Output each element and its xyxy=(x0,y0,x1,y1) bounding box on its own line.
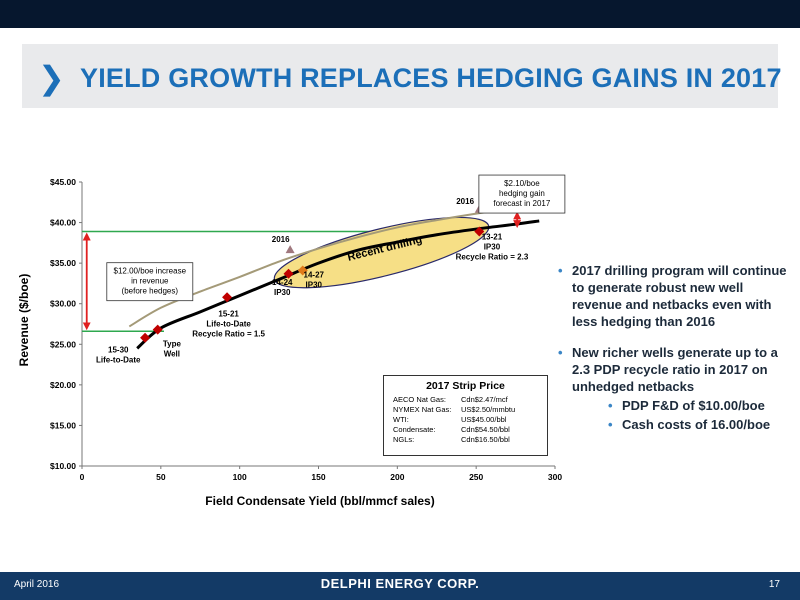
chart-annotations: $12.00/boe increase in revenue (before hed… xyxy=(106,174,566,302)
annotation-text: $12.00/boe increase in revenue (before hed… xyxy=(114,267,187,296)
annotation-box xyxy=(106,262,194,302)
annotation-box xyxy=(478,174,566,214)
top-bar xyxy=(0,0,800,28)
strip-price-label: NGLs: xyxy=(393,435,415,444)
point-labels: 15-30 Life-to-Date Type Well 15-21 Life-to-Da… xyxy=(96,197,529,364)
bullet-item: • 2017 drilling program will continue to… xyxy=(558,262,794,330)
annotation-text: $2.10/boe hedging gain forecast in 2017 xyxy=(493,179,550,208)
y-tick-label: $45.00 xyxy=(50,177,76,187)
chart-arrows xyxy=(82,211,522,331)
strip-price-value: US$45.00/bbl xyxy=(461,415,507,424)
x-axis-label: Field Condensate Yield (bbl/mmcf sales) xyxy=(205,494,435,508)
chevron-right-icon: ❯ xyxy=(38,59,65,97)
strip-price-label: AECO Nat Gas: xyxy=(393,395,446,404)
y-tick-label: $10.00 xyxy=(50,461,76,471)
triangle-marker xyxy=(285,245,295,254)
chart-points xyxy=(140,204,485,343)
strip-price-value: Cdn$2.47/mcf xyxy=(461,395,508,404)
sub-bullet-item: • PDP F&D of $10.00/boe xyxy=(572,397,794,414)
x-tick-label: 150 xyxy=(311,472,325,482)
sub-bullet-text: PDP F&D of $10.00/boe xyxy=(622,398,765,413)
y-tick-label: $35.00 xyxy=(50,258,76,268)
point-label: 14-24 IP30 xyxy=(272,278,293,297)
x-tick-label: 250 xyxy=(469,472,483,482)
y-tick-label: $25.00 xyxy=(50,339,76,349)
bullet-text: 2017 drilling program will continue to g… xyxy=(572,263,787,329)
strip-price-row: NYMEX Nat Gas: US$2.50/mmbtu xyxy=(384,405,547,415)
strip-price-row: Condensate: Cdn$54.50/bbl xyxy=(384,425,547,435)
bullet-marker: • xyxy=(558,263,563,278)
footer-bar xyxy=(0,572,800,600)
y-tick-label: $30.00 xyxy=(50,299,76,309)
strip-price-label: WTI: xyxy=(393,415,409,424)
point-label: 2016 xyxy=(272,235,290,244)
diamond-marker xyxy=(222,292,233,303)
diamond-marker xyxy=(474,226,485,237)
x-tick-label: 300 xyxy=(548,472,562,482)
y-tick-label: $15.00 xyxy=(50,420,76,430)
point-label: 14-27 IP30 xyxy=(304,271,325,290)
x-tick-label: 0 xyxy=(80,472,85,482)
strip-price-row: NGLs: Cdn$16.50/bbl xyxy=(384,435,547,445)
point-label: 13-21 IP30 Recycle Ratio = 2.3 xyxy=(456,233,529,262)
strip-price-title: 2017 Strip Price xyxy=(426,380,505,392)
chart-ticks: $10.00 $15.00 $20.00 $25.00 $30.00 $35.00 $40.… xyxy=(50,177,562,482)
bullet-marker: • xyxy=(558,345,563,360)
page-number: 17 xyxy=(768,579,780,590)
strip-price-label: Condensate: xyxy=(393,425,436,434)
strip-price-value: Cdn$16.50/bbl xyxy=(461,435,510,444)
strip-price-row: WTI: US$45.00/bbl xyxy=(384,415,547,425)
x-tick-label: 200 xyxy=(390,472,404,482)
diamond-marker xyxy=(283,268,294,279)
y-tick-label: $20.00 xyxy=(50,380,76,390)
bullet-item: • New richer wells generate up to a 2.3 … xyxy=(558,344,794,433)
slide-title: YIELD GROWTH REPLACES HEDGING GAINS IN 2… xyxy=(80,63,782,93)
x-tick-label: 100 xyxy=(233,472,247,482)
strip-price-value: Cdn$54.50/bbl xyxy=(461,425,510,434)
sub-bullet-marker: • xyxy=(608,398,613,413)
title-bar: ❯ YIELD GROWTH REPLACES HEDGING GAINS IN… xyxy=(22,44,782,108)
bullet-text: New richer wells generate up to a 2.3 PD… xyxy=(572,345,778,394)
footer-date: April 2016 xyxy=(14,579,60,590)
strip-price-row: AECO Nat Gas: Cdn$2.47/mcf xyxy=(384,395,547,405)
y-tick-label: $40.00 xyxy=(50,218,76,228)
point-label: 15-21 Life-to-Date Recycle Ratio = 1.5 xyxy=(192,310,265,339)
point-label: 2016 xyxy=(456,197,474,206)
sub-bullet-item: • Cash costs of 16.00/boe xyxy=(572,416,794,433)
bullet-list: • 2017 drilling program will continue to… xyxy=(558,262,794,447)
strip-price-value: US$2.50/mmbtu xyxy=(461,405,516,414)
strip-price-box: 2017 Strip Price AECO Nat Gas: Cdn$2.47/… xyxy=(383,375,548,456)
diamond-marker xyxy=(152,324,163,335)
x-tick-label: 50 xyxy=(156,472,166,482)
point-label: Type Well xyxy=(163,340,182,359)
strip-price-label: NYMEX Nat Gas: xyxy=(393,405,452,414)
point-label: 15-30 Life-to-Date xyxy=(96,345,141,364)
company-logo: DELPHI ENERGY CORP. xyxy=(320,576,480,591)
sub-bullet-marker: • xyxy=(608,417,613,432)
diamond-marker xyxy=(297,265,308,276)
sub-bullet-text: Cash costs of 16.00/boe xyxy=(622,417,771,432)
diamond-marker xyxy=(140,332,151,343)
y-axis-label: Revenue ($/boe) xyxy=(17,273,31,367)
